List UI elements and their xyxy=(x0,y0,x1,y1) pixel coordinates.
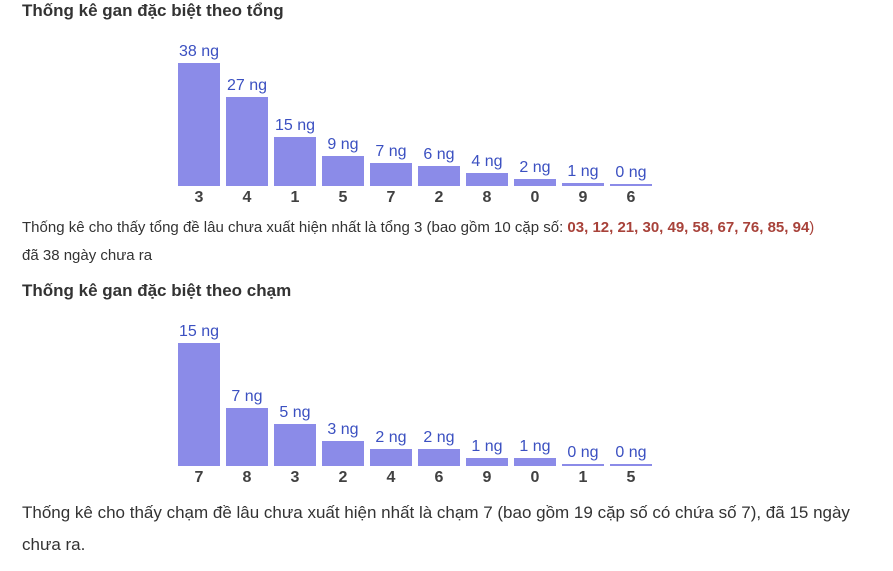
bar-value-label: 2 ng xyxy=(423,429,455,446)
category-label: 8 xyxy=(242,469,252,486)
bar-value-label: 0 ng xyxy=(615,444,647,461)
category-label: 2 xyxy=(338,469,348,486)
chart-gan-theo-cham: 15 ng 7 7 ng 8 5 ng 3 3 ng 2 2 ng 4 2 ng 6 1 ng 9 1 ng… xyxy=(178,323,652,487)
chart-column: 1 ng 9 xyxy=(466,323,508,487)
category-label: 6 xyxy=(626,189,636,206)
category-label: 7 xyxy=(386,189,396,206)
section1-note: Thống kê cho thấy tổng đề lâu chưa xuất … xyxy=(22,214,822,270)
bar xyxy=(370,449,412,466)
chart-column: 7 ng 8 xyxy=(226,323,268,487)
bar xyxy=(178,63,220,186)
category-label: 3 xyxy=(290,469,300,486)
chart-column: 2 ng 6 xyxy=(418,323,460,487)
chart-column: 2 ng 0 xyxy=(514,43,556,207)
chart-column: 6 ng 2 xyxy=(418,43,460,207)
bar-value-label: 0 ng xyxy=(615,164,647,181)
chart-column: 5 ng 3 xyxy=(274,323,316,487)
chart-column: 2 ng 4 xyxy=(370,323,412,487)
bar-value-label: 38 ng xyxy=(178,43,220,60)
chart-gan-theo-tong: 38 ng 3 27 ng 4 15 ng 1 9 ng 5 7 ng 7 6 ng 2 4 ng 8 2 … xyxy=(178,43,652,207)
bar xyxy=(322,441,364,466)
bar-value-label: 2 ng xyxy=(375,429,407,446)
note1-text: Thống kê cho thấy tổng đề lâu chưa xuất … xyxy=(22,219,568,236)
category-label: 0 xyxy=(530,469,540,486)
section2-note: Thống kê cho thấy chạm đề lâu chưa xuất … xyxy=(22,503,850,554)
bar-value-label: 0 ng xyxy=(567,444,599,461)
bar xyxy=(610,184,652,186)
bar xyxy=(418,449,460,466)
category-label: 6 xyxy=(434,469,444,486)
bar xyxy=(562,464,604,466)
bar-value-label: 1 ng xyxy=(471,438,503,455)
bar xyxy=(466,173,508,186)
category-label: 9 xyxy=(578,189,588,206)
chart-column: 7 ng 7 xyxy=(370,43,412,207)
bar xyxy=(274,137,316,186)
bar xyxy=(274,424,316,466)
bar xyxy=(562,183,604,186)
note1-close-paren: ) xyxy=(809,219,815,236)
bar xyxy=(514,179,556,186)
chart-column: 15 ng 7 xyxy=(178,323,220,487)
bar xyxy=(178,343,220,466)
chart-column: 15 ng 1 xyxy=(274,43,316,207)
bar-value-label: 9 ng xyxy=(327,136,359,153)
category-label: 5 xyxy=(626,469,636,486)
bar xyxy=(226,97,268,186)
category-label: 5 xyxy=(338,189,348,206)
bar xyxy=(226,408,268,466)
category-label: 4 xyxy=(386,469,396,486)
chart-column: 4 ng 8 xyxy=(466,43,508,207)
chart-column: 38 ng 3 xyxy=(178,43,220,207)
note1-highlight-pairs: 03, 12, 21, 30, 49, 58, 67, 76, 85, 94 xyxy=(567,219,810,236)
category-label: 0 xyxy=(530,189,540,206)
bar-value-label: 7 ng xyxy=(375,143,407,160)
bar-value-label: 15 ng xyxy=(178,323,220,340)
bar xyxy=(514,458,556,466)
category-label: 1 xyxy=(290,189,300,206)
bar xyxy=(370,163,412,186)
bar xyxy=(610,464,652,466)
chart-column: 1 ng 9 xyxy=(562,43,604,207)
category-label: 8 xyxy=(482,189,492,206)
chart-column: 27 ng 4 xyxy=(226,43,268,207)
note1-text-tail: đã 38 ngày chưa ra xyxy=(22,247,153,264)
chart-column: 0 ng 1 xyxy=(562,323,604,487)
section1-title: Thống kê gan đặc biệt theo tổng xyxy=(22,1,284,20)
bar-value-label: 15 ng xyxy=(274,117,316,134)
bar-value-label: 2 ng xyxy=(519,159,551,176)
bar-value-label: 5 ng xyxy=(279,404,311,421)
category-label: 1 xyxy=(578,469,588,486)
category-label: 7 xyxy=(194,469,204,486)
bar-value-label: 6 ng xyxy=(423,146,455,163)
bar-value-label: 3 ng xyxy=(327,421,359,438)
chart-column: 0 ng 5 xyxy=(610,323,652,487)
category-label: 2 xyxy=(434,189,444,206)
bar xyxy=(466,458,508,466)
bar-value-label: 27 ng xyxy=(226,77,268,94)
category-label: 3 xyxy=(194,189,204,206)
chart-column: 3 ng 2 xyxy=(322,323,364,487)
chart-column: 1 ng 0 xyxy=(514,323,556,487)
chart-column: 9 ng 5 xyxy=(322,43,364,207)
category-label: 9 xyxy=(482,469,492,486)
chart-column: 0 ng 6 xyxy=(610,43,652,207)
section2-title: Thống kê gan đặc biệt theo chạm xyxy=(22,281,292,300)
bar-value-label: 4 ng xyxy=(471,153,503,170)
bar xyxy=(322,156,364,186)
bar-value-label: 1 ng xyxy=(567,163,599,180)
bar-value-label: 7 ng xyxy=(231,388,263,405)
bar-value-label: 1 ng xyxy=(519,438,551,455)
bar xyxy=(418,166,460,186)
category-label: 4 xyxy=(242,189,252,206)
